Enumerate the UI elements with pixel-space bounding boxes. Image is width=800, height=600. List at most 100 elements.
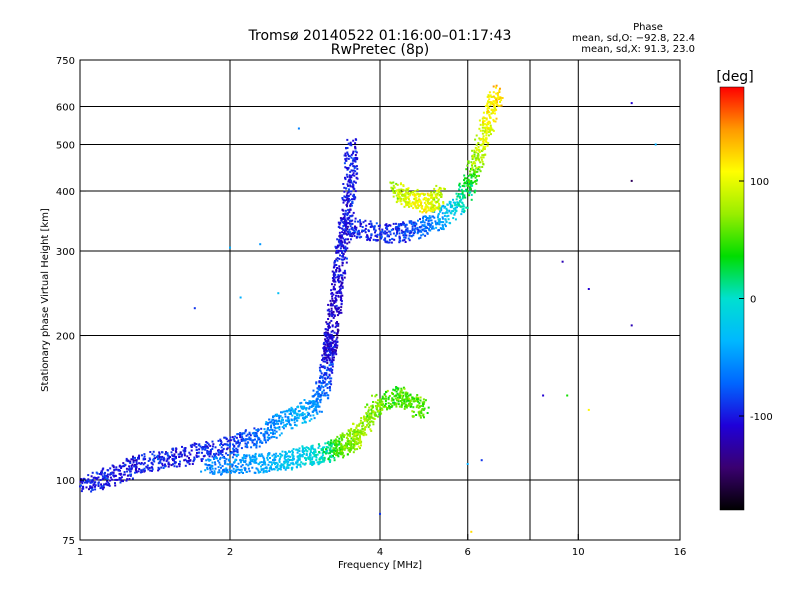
echo-point — [417, 193, 419, 195]
echo-point — [357, 221, 359, 223]
echo-point — [473, 150, 475, 152]
echo-point — [329, 456, 331, 458]
echo-point — [471, 199, 473, 201]
echo-point — [338, 235, 340, 237]
echo-point — [397, 387, 399, 389]
echo-point — [325, 373, 327, 375]
echo-point — [359, 441, 361, 443]
echo-point — [159, 453, 161, 455]
echo-point — [337, 245, 339, 247]
echo-point — [322, 376, 324, 378]
echo-point — [238, 463, 240, 465]
echo-point — [346, 437, 348, 439]
echo-point — [398, 229, 400, 231]
echo-point — [458, 188, 460, 190]
echo-point — [212, 462, 214, 464]
echo-point — [209, 467, 211, 469]
echo-point — [387, 407, 389, 409]
echo-point — [340, 219, 342, 221]
echo-point — [247, 441, 249, 443]
phase-stats-o: mean, sd,O: −92.8, 22.4 — [572, 33, 695, 44]
echo-point — [280, 468, 282, 470]
echo-point — [138, 468, 140, 470]
echo-point — [204, 469, 206, 471]
echo-point — [391, 405, 393, 407]
echo-point — [405, 230, 407, 232]
echo-point — [476, 148, 478, 150]
echo-point — [471, 177, 473, 179]
echo-point — [299, 457, 301, 459]
echo-point — [405, 201, 407, 203]
echo-point — [336, 445, 338, 447]
echo-point — [329, 448, 331, 450]
echo-point — [239, 432, 241, 434]
echo-point — [405, 241, 407, 243]
echo-point — [162, 451, 164, 453]
echo-point — [402, 240, 404, 242]
echo-point — [396, 233, 398, 235]
echo-point — [335, 322, 337, 324]
echo-point — [330, 300, 332, 302]
echo-point — [342, 245, 344, 247]
x-tick-label: 2 — [227, 547, 233, 558]
echo-point — [294, 410, 296, 412]
echo-point — [417, 202, 419, 204]
echo-point — [327, 347, 329, 349]
echo-point — [389, 225, 391, 227]
echo-point — [154, 455, 156, 457]
echo-point — [363, 416, 365, 418]
echo-point — [479, 169, 481, 171]
echo-point — [393, 196, 395, 198]
echo-point — [103, 485, 105, 487]
echo-point — [419, 415, 421, 417]
echo-point — [346, 262, 348, 264]
echo-point — [316, 411, 318, 413]
echo-point — [203, 455, 205, 457]
echo-point — [385, 400, 387, 402]
echo-point — [130, 470, 132, 472]
echo-point — [343, 191, 345, 193]
echo-point — [334, 284, 336, 286]
echo-point — [174, 465, 176, 467]
echo-point — [223, 437, 225, 439]
echo-point — [474, 170, 476, 172]
echo-point — [304, 421, 306, 423]
echo-point — [198, 452, 200, 454]
echo-point — [302, 417, 304, 419]
echo-point — [324, 377, 326, 379]
echo-point — [253, 434, 255, 436]
echo-point — [471, 194, 473, 196]
echo-point — [256, 432, 258, 434]
echo-point — [129, 474, 131, 476]
echo-point — [499, 88, 501, 90]
echo-point — [265, 421, 267, 423]
echo-point — [91, 481, 93, 483]
echo-point — [233, 445, 235, 447]
echo-point — [402, 392, 404, 394]
echo-point — [264, 428, 266, 430]
echo-point — [463, 175, 465, 177]
echo-point — [132, 456, 134, 458]
echo-point — [301, 406, 303, 408]
echo-point — [286, 453, 288, 455]
echo-point — [408, 400, 410, 402]
echo-point — [479, 120, 481, 122]
echo-point — [299, 410, 301, 412]
echo-point — [308, 400, 310, 402]
colorbar-tick-label: 0 — [750, 295, 756, 306]
echo-point — [424, 202, 426, 204]
echo-point — [367, 411, 369, 413]
echo-point — [354, 221, 356, 223]
echo-point — [374, 231, 376, 233]
echo-point — [502, 97, 504, 99]
echo-point — [312, 405, 314, 407]
echo-point — [221, 441, 223, 443]
echo-point — [401, 232, 403, 234]
echo-point — [274, 430, 276, 432]
echo-point — [149, 459, 151, 461]
echo-point — [324, 357, 326, 359]
echo-point — [417, 227, 419, 229]
echo-point — [252, 442, 254, 444]
echo-point — [268, 434, 270, 436]
echo-point — [333, 311, 335, 313]
